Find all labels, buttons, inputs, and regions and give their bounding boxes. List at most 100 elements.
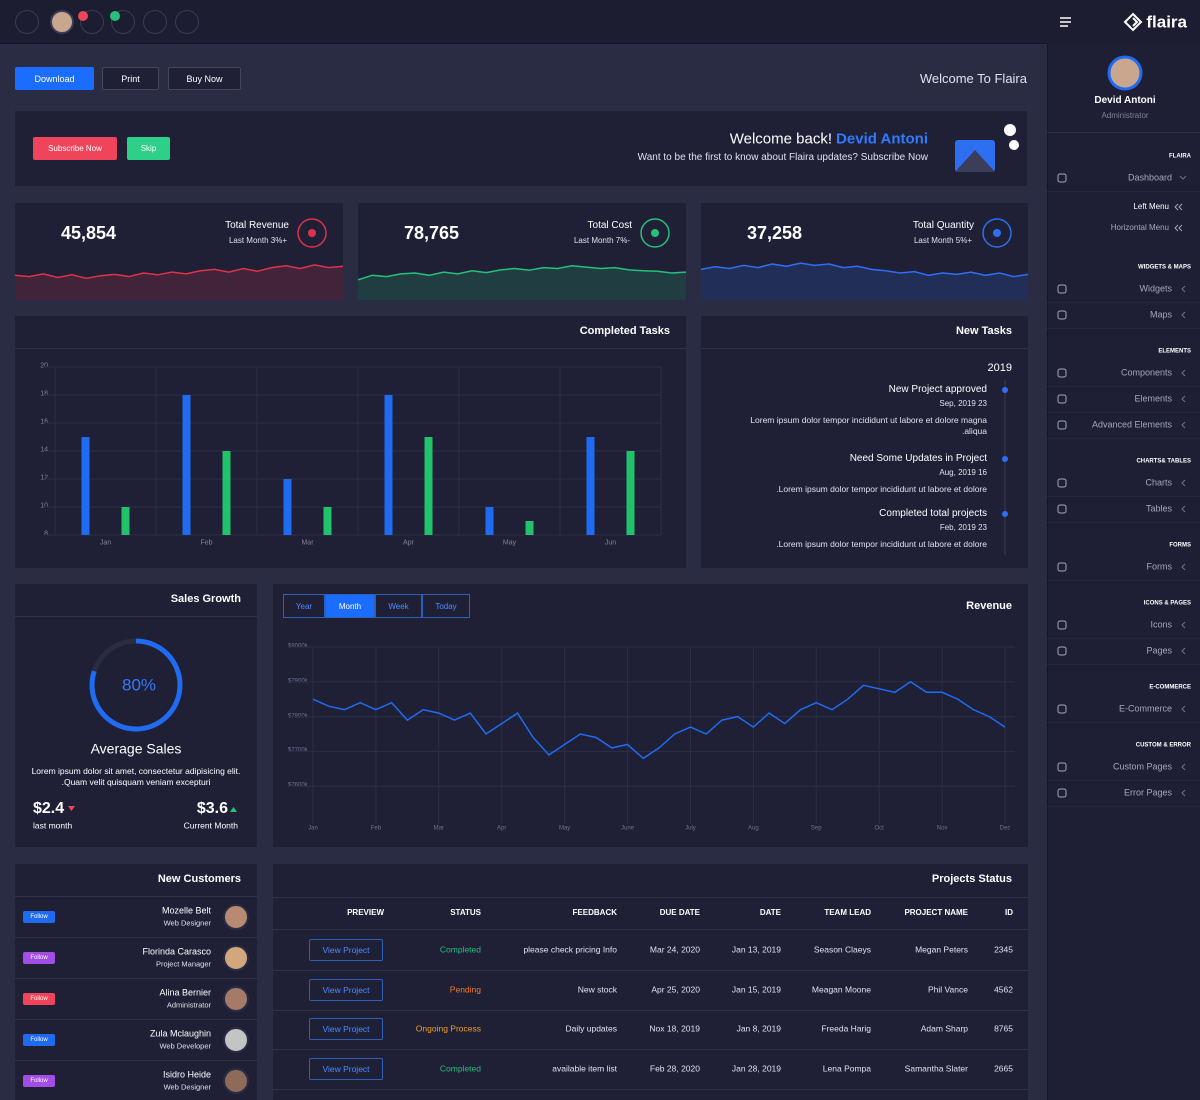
cell: Daily updates bbox=[565, 1024, 617, 1035]
y-tick-label: $7800k bbox=[288, 712, 308, 719]
view-button[interactable]: View Project bbox=[309, 1058, 383, 1081]
menu-item[interactable]: Maps bbox=[1149, 309, 1172, 320]
top-bar bbox=[0, 0, 1047, 44]
new-tasks-card bbox=[701, 316, 1028, 568]
x-tick-label: Apr bbox=[403, 539, 414, 547]
menu-item[interactable]: Widgets bbox=[1139, 283, 1172, 294]
divider bbox=[701, 348, 1028, 349]
stat-label: Total Cost bbox=[587, 219, 632, 231]
menu-separator bbox=[1047, 580, 1200, 581]
stat-sub: Last Month 7%- bbox=[573, 236, 630, 245]
badge bbox=[110, 11, 120, 21]
menu-item[interactable]: Custom Pages bbox=[1112, 761, 1172, 772]
user-name: Devid Antoni bbox=[1094, 94, 1156, 106]
menu-heading: CUSTOM & ERROR bbox=[1135, 742, 1191, 749]
menu-heading: ICONS & PAGES bbox=[1143, 600, 1191, 607]
menu-item[interactable]: Elements bbox=[1134, 393, 1172, 404]
follow-button[interactable]: Follow bbox=[23, 1034, 55, 1046]
current-value: $3.6 bbox=[196, 800, 228, 817]
x-tick-label: Dec bbox=[999, 825, 1011, 832]
follow-button[interactable]: Follow bbox=[23, 1075, 55, 1087]
customer-role: Web Developer bbox=[159, 1041, 211, 1051]
card-title: Completed Tasks bbox=[579, 325, 670, 338]
menu-heading: FORMS bbox=[1169, 542, 1191, 549]
y-tick-label: 14 bbox=[40, 446, 48, 454]
x-tick-label: Jan bbox=[308, 825, 318, 832]
y-tick-label: 16 bbox=[40, 418, 48, 426]
submenu-item[interactable]: Left Menu bbox=[1133, 202, 1169, 211]
divider bbox=[15, 348, 686, 349]
download-button[interactable]: Download bbox=[15, 67, 94, 90]
print-button[interactable]: Print bbox=[102, 67, 159, 90]
view-button[interactable]: View Project bbox=[309, 939, 383, 961]
menu-item[interactable]: Error Pages bbox=[1123, 787, 1172, 798]
cell: Megan Peters bbox=[915, 944, 968, 955]
y-tick-label: 8 bbox=[44, 530, 48, 538]
cell: Jan 15, 2019 bbox=[731, 984, 781, 995]
buy-button[interactable]: Buy Now bbox=[168, 67, 241, 90]
view-button[interactable]: View Project bbox=[309, 1018, 383, 1041]
stat-card bbox=[358, 203, 686, 300]
cell: Nox 18, 2019 bbox=[649, 1024, 700, 1035]
x-tick-label: May bbox=[502, 539, 517, 547]
follow-button[interactable]: Follow bbox=[23, 952, 55, 964]
customer-role: Web Designer bbox=[163, 918, 211, 928]
x-tick-label: Oct bbox=[874, 825, 884, 832]
icon-button[interactable] bbox=[111, 10, 135, 34]
customer-role: Administrator bbox=[166, 1000, 211, 1010]
skip-button[interactable]: Skip bbox=[127, 137, 170, 160]
y-tick-label: $7900k bbox=[288, 678, 308, 685]
x-tick-label: Sep bbox=[810, 825, 822, 832]
icon-button[interactable] bbox=[143, 10, 167, 34]
banner-text: Want to be the first to know about Flair… bbox=[637, 151, 928, 163]
menu-heading: E-COMMERCE bbox=[1149, 684, 1191, 691]
projects-card bbox=[273, 864, 1028, 1100]
task-title: Completed total projects bbox=[879, 507, 987, 519]
icon-button[interactable] bbox=[175, 10, 199, 34]
divider bbox=[273, 1089, 1028, 1091]
cell: Jan 8, 2019 bbox=[736, 1024, 781, 1035]
tab[interactable]: Today bbox=[422, 594, 470, 618]
menu-item[interactable]: Charts bbox=[1145, 477, 1172, 488]
avatar bbox=[50, 10, 74, 34]
menu-item[interactable]: Advanced Elements bbox=[1091, 419, 1172, 430]
user-role: Administrator bbox=[1101, 111, 1149, 120]
column-header: PREVIEW bbox=[347, 908, 384, 917]
tab[interactable]: Year bbox=[283, 594, 325, 618]
icon-button[interactable] bbox=[15, 10, 39, 34]
task-date: Feb, 2019 23 bbox=[939, 523, 987, 532]
customer-name: Alina Bernier bbox=[159, 987, 211, 998]
menu-item[interactable]: Components bbox=[1120, 367, 1172, 378]
menu-item[interactable]: Tables bbox=[1145, 503, 1172, 514]
subscribe-button[interactable]: Subscribe Now bbox=[33, 137, 117, 160]
follow-button[interactable]: Follow bbox=[23, 911, 55, 923]
menu-item[interactable]: Icons bbox=[1150, 619, 1172, 630]
submenu-item[interactable]: Horizontal Menu bbox=[1110, 223, 1169, 232]
tasks-year: 2019 bbox=[987, 362, 1012, 375]
stat-sub: Last Month 5%+ bbox=[913, 236, 972, 245]
menu-item[interactable]: Pages bbox=[1146, 645, 1172, 656]
cell: Jan 28, 2019 bbox=[731, 1063, 781, 1074]
icon-button[interactable] bbox=[80, 10, 104, 34]
banner bbox=[15, 111, 1027, 186]
tab[interactable]: Month bbox=[325, 594, 375, 618]
y-tick-label: 10 bbox=[40, 502, 48, 510]
sidebar bbox=[1047, 0, 1200, 1100]
menu-item[interactable]: E-Commerce bbox=[1118, 703, 1172, 714]
brand: flaira bbox=[1146, 12, 1187, 32]
view-button[interactable]: View Project bbox=[309, 978, 383, 1001]
menu-item[interactable]: Forms bbox=[1146, 561, 1173, 572]
x-tick-label: Apr bbox=[497, 825, 507, 832]
cell: Adam Sharp bbox=[920, 1024, 968, 1035]
y-tick-label: $8000k bbox=[288, 643, 308, 650]
cell: Ongoing Process bbox=[415, 1024, 481, 1035]
tab[interactable]: Week bbox=[375, 594, 422, 618]
menu-item[interactable]: Dashboard bbox=[1127, 172, 1172, 183]
cell: 2665 bbox=[994, 1063, 1013, 1074]
menu-separator bbox=[1047, 328, 1200, 329]
divider bbox=[273, 970, 1028, 971]
follow-button[interactable]: Follow bbox=[23, 993, 55, 1005]
customers-card bbox=[15, 864, 257, 1100]
cell: 8765 bbox=[994, 1024, 1013, 1035]
